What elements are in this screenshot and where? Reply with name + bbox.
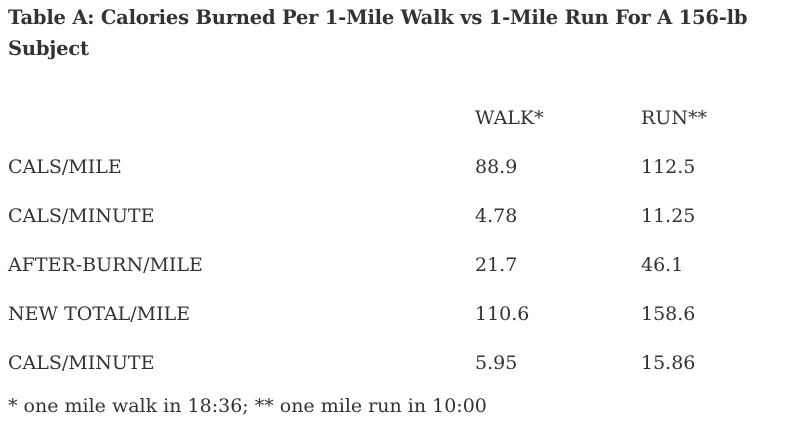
calories-table: WALK* RUN** CALS/MILE 88.9 112.5 CALS/MI… [8, 94, 781, 387]
table-row: CALS/MILE 88.9 112.5 [8, 142, 781, 191]
footnote: * one mile walk in 18:36; ** one mile ru… [8, 395, 487, 417]
walk-value: 88.9 [475, 155, 518, 178]
table-row: CALS/MINUTE 5.95 15.86 [8, 338, 781, 387]
run-value: 11.25 [641, 204, 696, 227]
row-label: CALS/MILE [8, 155, 122, 178]
walk-value: 4.78 [475, 204, 518, 227]
header-walk: WALK* [475, 107, 544, 129]
table-row: NEW TOTAL/MILE 110.6 158.6 [8, 289, 781, 338]
walk-value: 5.95 [475, 351, 518, 374]
run-value: 158.6 [641, 302, 696, 325]
row-label: CALS/MINUTE [8, 351, 155, 374]
row-label: NEW TOTAL/MILE [8, 302, 191, 325]
table-row: CALS/MINUTE 4.78 11.25 [8, 191, 781, 240]
table-row: AFTER-BURN/MILE 21.7 46.1 [8, 240, 781, 289]
header-label-cell [8, 94, 475, 142]
run-value: 15.86 [641, 351, 696, 374]
row-label: CALS/MINUTE [8, 204, 155, 227]
walk-value: 110.6 [475, 302, 530, 325]
run-value: 112.5 [641, 155, 696, 178]
row-label: AFTER-BURN/MILE [8, 253, 203, 276]
table-title: Table A: Calories Burned Per 1-Mile Walk… [8, 6, 748, 60]
walk-value: 21.7 [475, 253, 518, 276]
run-value: 46.1 [641, 253, 684, 276]
header-run: RUN** [641, 107, 707, 129]
table-header-row: WALK* RUN** [8, 94, 781, 142]
